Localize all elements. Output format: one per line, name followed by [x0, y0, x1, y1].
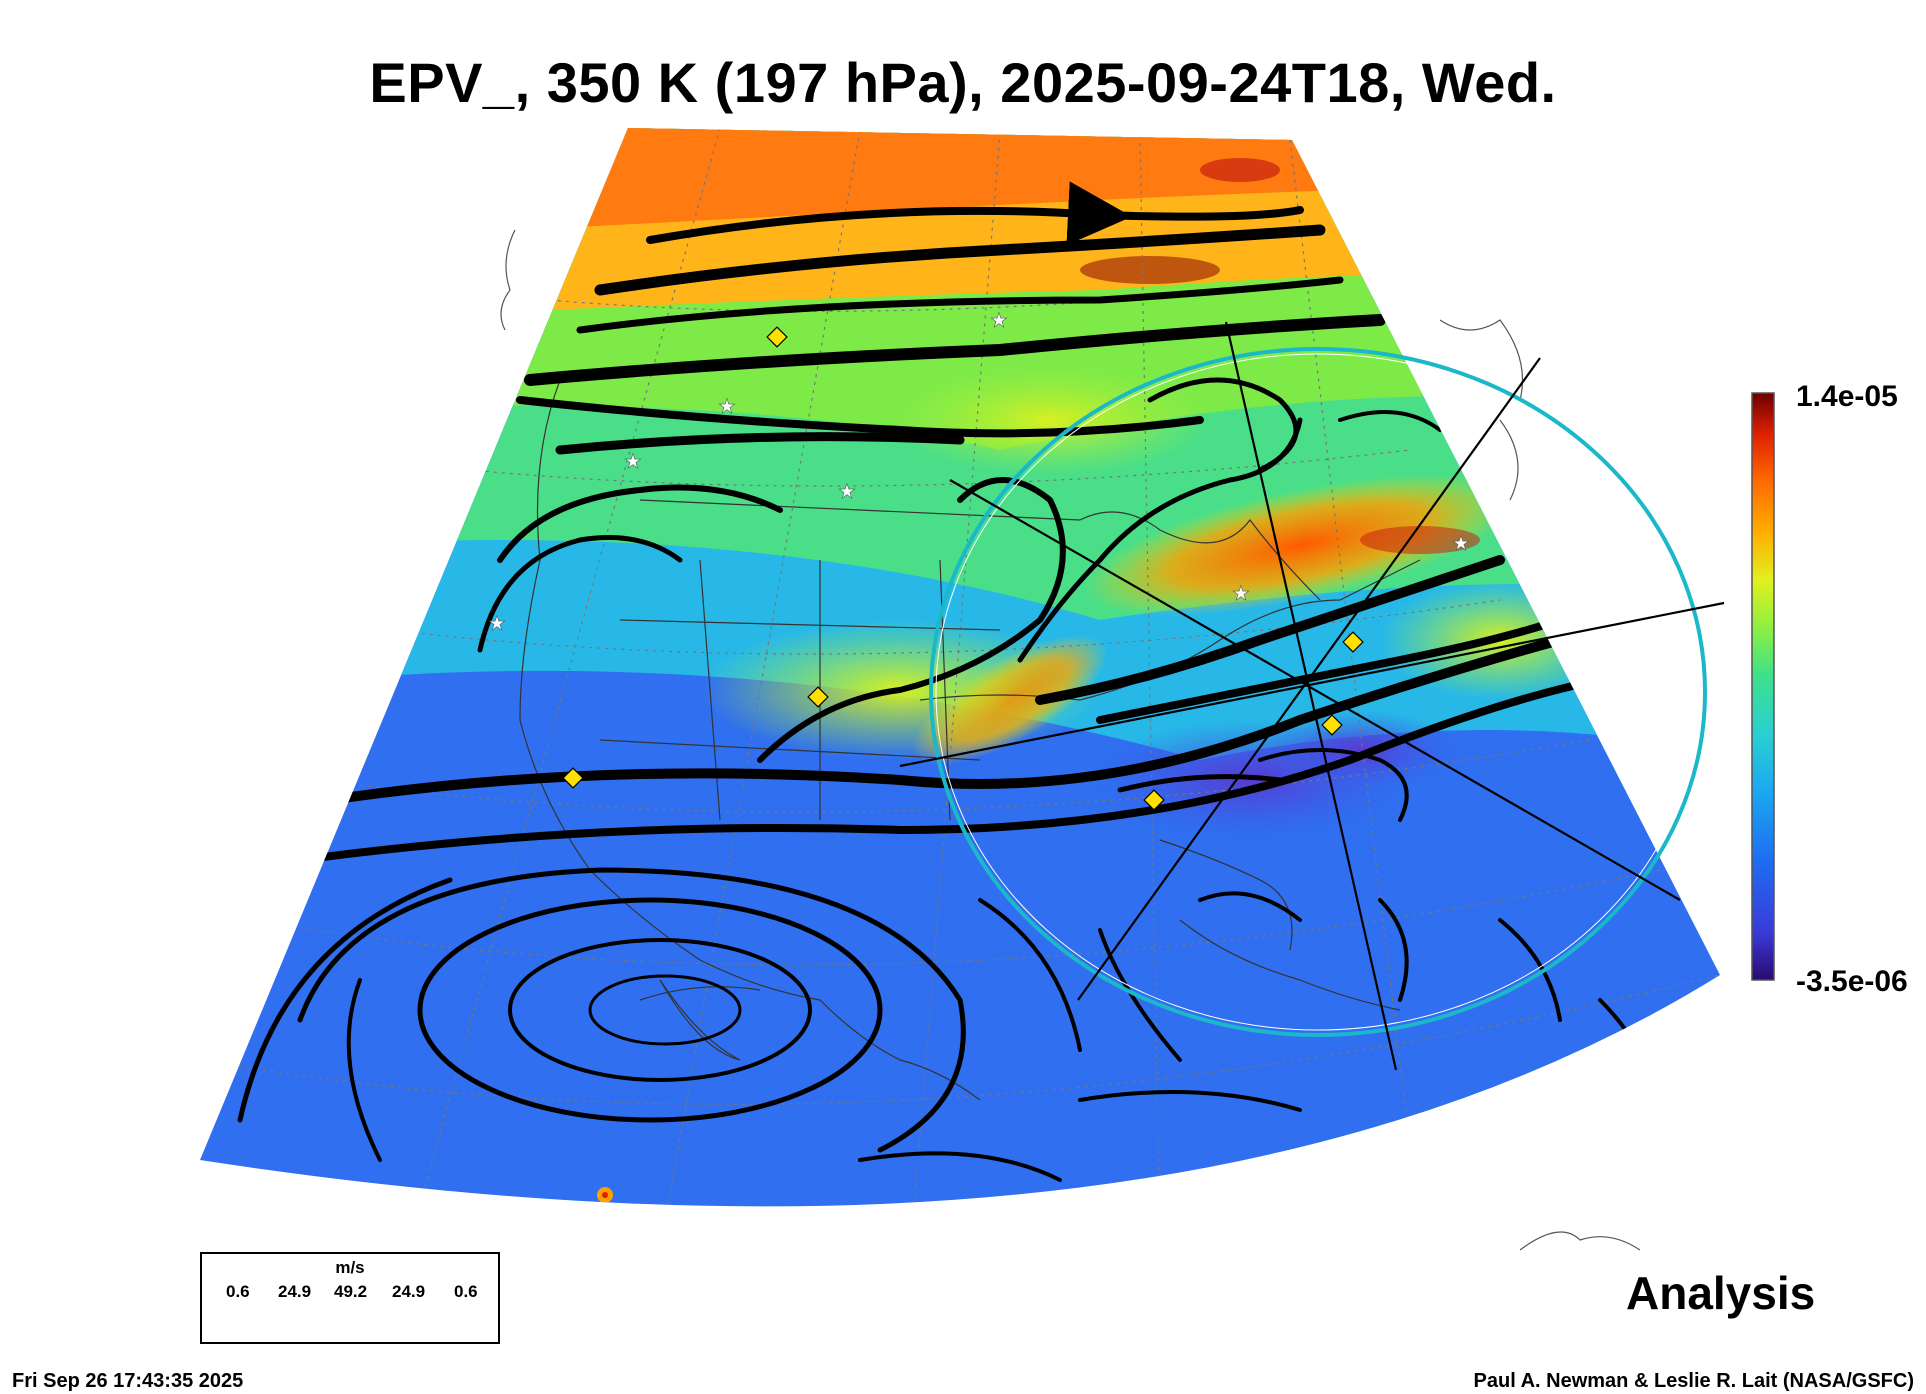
range-ring — [899, 321, 1725, 1071]
footer-timestamp: Fri Sep 26 17:43:35 2025 — [12, 1370, 244, 1392]
colorbar — [1751, 392, 1775, 981]
svg-text:★: ★ — [1452, 531, 1470, 555]
legend-value: 49.2 — [334, 1282, 368, 1301]
colorbar-min-label: -3.5e-06 — [1796, 965, 1908, 998]
colorbar-max-label: 1.4e-05 — [1796, 380, 1898, 413]
legend-value: 0.6 — [226, 1282, 250, 1301]
svg-text:★: ★ — [1232, 581, 1250, 605]
station-markers — [562, 326, 1364, 811]
wind-speed-legend: m/s 0.6 24.9 49.2 24.9 0.6 — [200, 1252, 500, 1344]
legend-value: 24.9 — [278, 1282, 312, 1301]
legend-value: 24.9 — [392, 1282, 426, 1301]
streamlines — [237, 181, 1654, 1182]
footer-credit: Paul A. Newman & Leslie R. Lait (NASA/GS… — [1473, 1370, 1914, 1392]
svg-text:★: ★ — [838, 479, 856, 503]
analysis-label: Analysis — [1626, 1267, 1816, 1319]
svg-text:★: ★ — [488, 611, 506, 635]
svg-text:★: ★ — [990, 308, 1008, 332]
svg-text:★: ★ — [718, 394, 736, 418]
map-title: EPV_, 350 K (197 hPa), 2025-09-24T18, We… — [369, 51, 1557, 114]
svg-text:★: ★ — [624, 449, 642, 473]
legend-units: m/s — [335, 1258, 365, 1277]
star-markers: ★ ★ ★ ★ ★ ★ ★ — [488, 308, 1471, 636]
legend-value: 0.6 — [454, 1282, 478, 1301]
outside-coastlines — [500, 229, 1641, 1251]
